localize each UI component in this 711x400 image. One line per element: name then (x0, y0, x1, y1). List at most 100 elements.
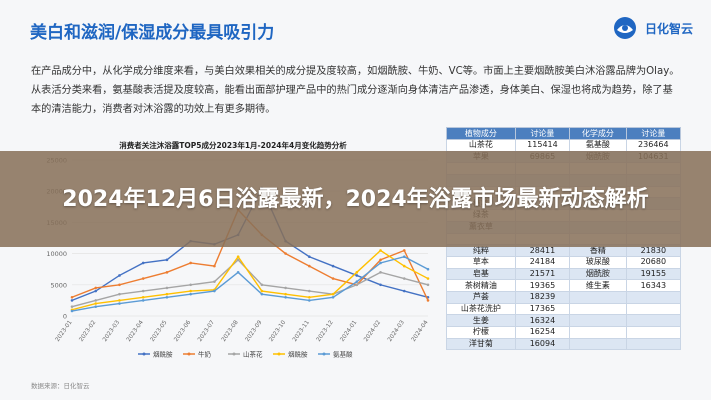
table-cell: 山茶花洗护 (446, 302, 516, 316)
legend-label: 山茶花 (243, 350, 263, 359)
table-cell: 24184 (514, 255, 571, 269)
table-row: 芦荟 18239 (446, 290, 682, 304)
legend-swatch-dot (232, 352, 236, 356)
data-point (355, 271, 359, 274)
table-row: 洋甘菊 16094 (446, 337, 682, 351)
legend-swatch-dot (187, 352, 191, 356)
data-point (308, 264, 311, 268)
table-header-row: 植物成分 讨论量 化学成分 讨论量 (446, 127, 682, 140)
data-point (426, 299, 430, 302)
brand-logo-icon (614, 17, 636, 39)
data-point (379, 283, 382, 287)
chart-title: 消费者关注沐浴露TOP5成分2023年1月-2024年4月变化趋势分析 (119, 141, 347, 150)
data-point (284, 295, 287, 299)
table-cell (569, 326, 627, 339)
data-point (331, 264, 335, 268)
table-cell (625, 337, 682, 351)
data-point (94, 302, 98, 305)
data-point (426, 277, 430, 280)
table-cell: 皂基 (446, 267, 516, 281)
data-point (213, 264, 216, 268)
x-tick-label: 2023-05 (150, 319, 169, 343)
brand-logo-group: 日化智云 (610, 16, 693, 40)
table-cell: 16254 (514, 326, 571, 339)
data-point (236, 258, 240, 262)
data-point (379, 261, 382, 265)
data-point (426, 283, 430, 287)
legend-label: 牛奶 (198, 350, 212, 359)
data-point (355, 280, 359, 283)
table-cell (625, 314, 682, 327)
data-source: 数据来源：日化智云 (31, 382, 90, 390)
table-cell: 生姜 (446, 314, 516, 327)
data-point (165, 295, 169, 299)
table-cell: 19155 (625, 267, 682, 281)
table-cell (625, 290, 682, 304)
brand-name: 日化智云 (645, 21, 694, 36)
data-point (284, 286, 287, 290)
x-tick-label: 2024-03 (387, 319, 406, 343)
table-cell (569, 302, 627, 316)
table-cell: 16324 (514, 314, 571, 327)
data-point (308, 299, 311, 302)
y-tick-label: 10000 (46, 250, 67, 258)
data-point (94, 286, 98, 290)
table-cell: 236464 (625, 139, 682, 152)
data-point (165, 286, 169, 290)
data-point (236, 271, 240, 274)
table-row: 纯粹 28411 香精 21830 (446, 244, 682, 257)
headline-text[interactable]: 2024年12月6日浴露最新，2024年浴露市场最新动态解析 (62, 186, 649, 212)
table-row: 山茶花洗护 17365 (446, 302, 682, 316)
data-point (141, 261, 145, 265)
data-point (260, 289, 264, 293)
data-point (213, 280, 216, 283)
data-point (94, 289, 98, 293)
data-point (118, 283, 121, 287)
data-point (213, 289, 216, 293)
legend-swatch-dot (322, 352, 326, 356)
x-tick-label: 2023-09 (245, 319, 264, 343)
series-line (71, 255, 429, 312)
table-cell: 洋甘菊 (446, 337, 516, 351)
headline-banner[interactable]: 2024年12月6日浴露最新，2024年浴露市场最新动态解析 (0, 151, 711, 247)
table-cell: 草本 (446, 255, 516, 269)
table-cell (569, 290, 627, 304)
data-point (118, 292, 121, 296)
legend-label: 烟酰胺 (288, 350, 308, 359)
data-point (118, 302, 121, 305)
x-tick-label: 2024-02 (363, 319, 382, 343)
x-tick-label: 2024-04 (411, 319, 430, 343)
data-point (165, 258, 169, 262)
table-cell: 16094 (514, 337, 571, 351)
data-point (402, 255, 406, 259)
data-point (402, 277, 406, 280)
x-tick-label: 2023-08 (221, 319, 240, 343)
data-point (284, 252, 287, 255)
series-line (71, 249, 429, 311)
x-tick-label: 2023-04 (126, 319, 145, 343)
table-header-cell: 化学成分 (569, 127, 627, 140)
x-tick-label: 2023-11 (292, 319, 311, 343)
data-point (141, 277, 145, 280)
data-point (402, 249, 406, 252)
data-point (70, 309, 74, 313)
x-tick-label: 2023-06 (173, 319, 192, 343)
series-line (71, 258, 429, 308)
table-cell: 21571 (514, 267, 571, 281)
data-point (94, 305, 98, 308)
data-point (260, 283, 264, 287)
table-cell: 芦荟 (446, 290, 516, 304)
data-point (141, 295, 145, 299)
data-point (118, 299, 121, 302)
data-point (331, 277, 335, 280)
data-point (236, 255, 240, 259)
data-point (379, 258, 382, 262)
table-cell (625, 326, 682, 339)
table-cell: 18239 (514, 290, 571, 304)
table-header-cell: 植物成分 (446, 127, 516, 140)
table-cell: 茶树精油 (446, 279, 516, 292)
table-row: 皂基 21571 烟酰胺 19155 (446, 267, 682, 281)
table-cell: 20680 (625, 255, 682, 269)
legend-swatch-dot (142, 352, 146, 356)
data-point (70, 295, 74, 299)
